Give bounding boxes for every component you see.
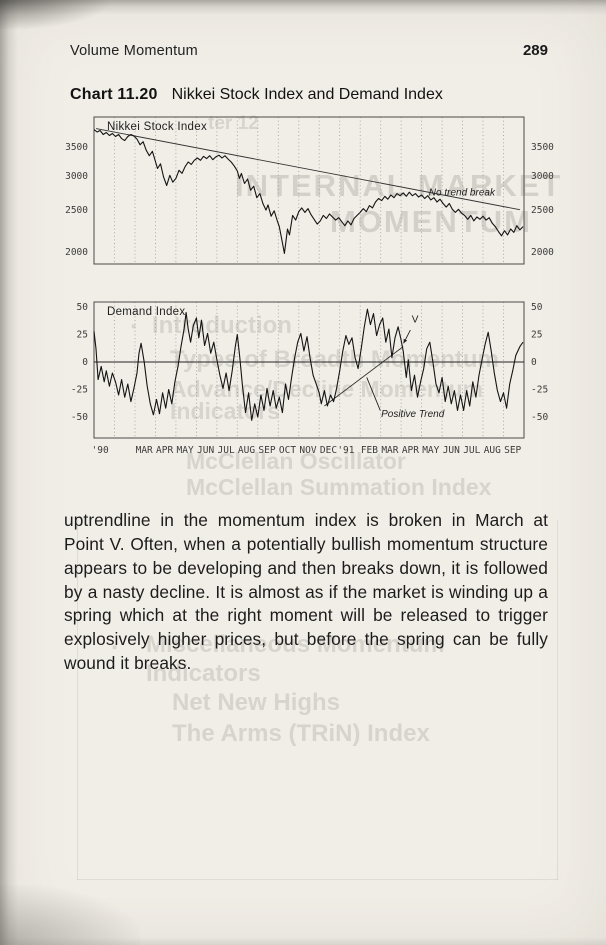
chart-caption: Chart 11.20 Nikkei Stock Index and Demand… — [70, 86, 443, 104]
pointer-line — [366, 377, 381, 411]
ghost-text: ▪ — [131, 318, 137, 335]
chart-title: Demand Index — [107, 306, 185, 318]
y-tick-label-right: -25 — [531, 385, 548, 396]
trendline — [324, 346, 404, 407]
y-tick-label-right: -50 — [531, 412, 548, 423]
bleed-through-rule-right — [557, 520, 558, 880]
series-line — [93, 129, 524, 254]
ghost-text: Introduction — [152, 312, 292, 339]
y-tick-label-left: 0 — [82, 357, 88, 368]
ghost-text: ter 12 — [208, 113, 259, 134]
ghost-text: Advance/Decline Momentum — [170, 376, 484, 402]
x-axis-label: SEP — [258, 445, 275, 456]
ghost-text: INTERNAL MARKET — [235, 168, 563, 203]
chart-title: Nikkei Stock Index — [107, 121, 207, 133]
x-axis-label: SEP — [504, 445, 521, 456]
y-tick-label-left: 2000 — [65, 247, 88, 258]
x-axis-label: MAR — [381, 445, 398, 456]
y-tick-label-left: 3000 — [65, 171, 88, 182]
photo-corner-top-left — [0, 0, 110, 30]
x-axis-label: JUN — [443, 445, 460, 456]
x-axis-label: JUL — [463, 445, 480, 456]
photo-edge-left — [0, 0, 18, 945]
ghost-text: Miscellaneous Momentum — [146, 631, 445, 658]
plot-border — [93, 301, 525, 439]
x-axis-label: MAR — [136, 445, 153, 456]
photo-edge-top — [0, 0, 606, 15]
ghost-text: The Arms (TRiN) Index — [172, 720, 430, 747]
photo-edge-bottom — [0, 937, 606, 945]
chart-caption-title: Nikkei Stock Index and Demand Index — [171, 86, 443, 103]
x-axis-label: FEB — [361, 445, 378, 456]
ghost-text: McClellan Summation Index — [186, 474, 492, 500]
x-axis-label: '90 — [92, 445, 109, 456]
annotation: Positive Trend — [381, 409, 445, 420]
x-axis-label: NOV — [299, 445, 316, 456]
body-paragraph: uptrendline in the momentum index is bro… — [64, 510, 548, 674]
y-tick-label-left: 50 — [77, 302, 89, 313]
x-axis-label: DEC — [320, 445, 337, 456]
series-line — [93, 308, 524, 421]
page-number: 289 — [522, 42, 548, 59]
x-axis-label: AUG — [238, 445, 255, 456]
nikkei-chart-svg: 3500 3500 3000 3000 2500 2500 2000 2000 No trend… — [65, 116, 554, 265]
ghost-text: ▪ — [112, 639, 118, 656]
x-axis-label: MAY — [422, 445, 439, 456]
y-tick-label-right: 2000 — [531, 247, 554, 258]
photo-corner-bottom-left — [0, 885, 140, 945]
y-tick-label-left: 2500 — [65, 205, 88, 216]
arrowhead — [403, 338, 408, 344]
running-header: Volume Momentum 289 — [70, 42, 548, 59]
y-tick-label-left: -25 — [71, 385, 88, 396]
x-axis-label: APR — [156, 445, 173, 456]
x-axis-label: JUL — [218, 445, 235, 456]
ghost-text: MOMENTUM — [330, 204, 532, 239]
x-axis-label: '91 — [337, 445, 354, 456]
x-axis-label: APR — [402, 445, 419, 456]
running-header-title: Volume Momentum — [70, 43, 198, 59]
bleed-through-rule-bottom — [77, 879, 558, 880]
x-axis-label: JUN — [197, 445, 214, 456]
x-axis-label: AUG — [484, 445, 501, 456]
y-tick-label-right: 2500 — [531, 205, 554, 216]
chart-caption-label: Chart 11.20 — [70, 86, 158, 103]
y-tick-label-left: 3500 — [65, 142, 88, 153]
trendline — [95, 128, 520, 211]
ghost-text: Indicators — [170, 398, 280, 424]
x-axis-label: MAY — [177, 445, 194, 456]
demand-index-chart: 50 50 25 25 0 0 -25 -25 -50 -50'90 MAR APR MAY JUN JUL… — [50, 293, 562, 465]
y-tick-label-right: 0 — [531, 357, 537, 368]
y-tick-label-right: 3500 — [531, 142, 554, 153]
plot-border — [93, 116, 525, 265]
ghost-text: Types of Breadth Momentum — [170, 346, 499, 373]
ghost-text: Indicators — [146, 660, 261, 687]
bleed-through-rule-left — [77, 520, 78, 880]
annotation: V — [412, 314, 419, 325]
annotation: No trend break — [429, 188, 496, 199]
y-tick-label-right: 3000 — [531, 171, 554, 182]
ghost-text: Net New Highs — [172, 689, 341, 716]
y-tick-label-left: -50 — [71, 412, 88, 423]
y-tick-label-right: 25 — [531, 330, 542, 341]
y-tick-label-right: 50 — [531, 302, 543, 313]
x-axis-label: OCT — [279, 445, 296, 456]
nikkei-stock-index-chart: 3500 3500 3000 3000 2500 2500 2000 2000 No trend… — [50, 110, 562, 278]
y-tick-label-left: 25 — [77, 330, 88, 341]
ghost-text: McClellan Oscillator — [186, 448, 406, 474]
